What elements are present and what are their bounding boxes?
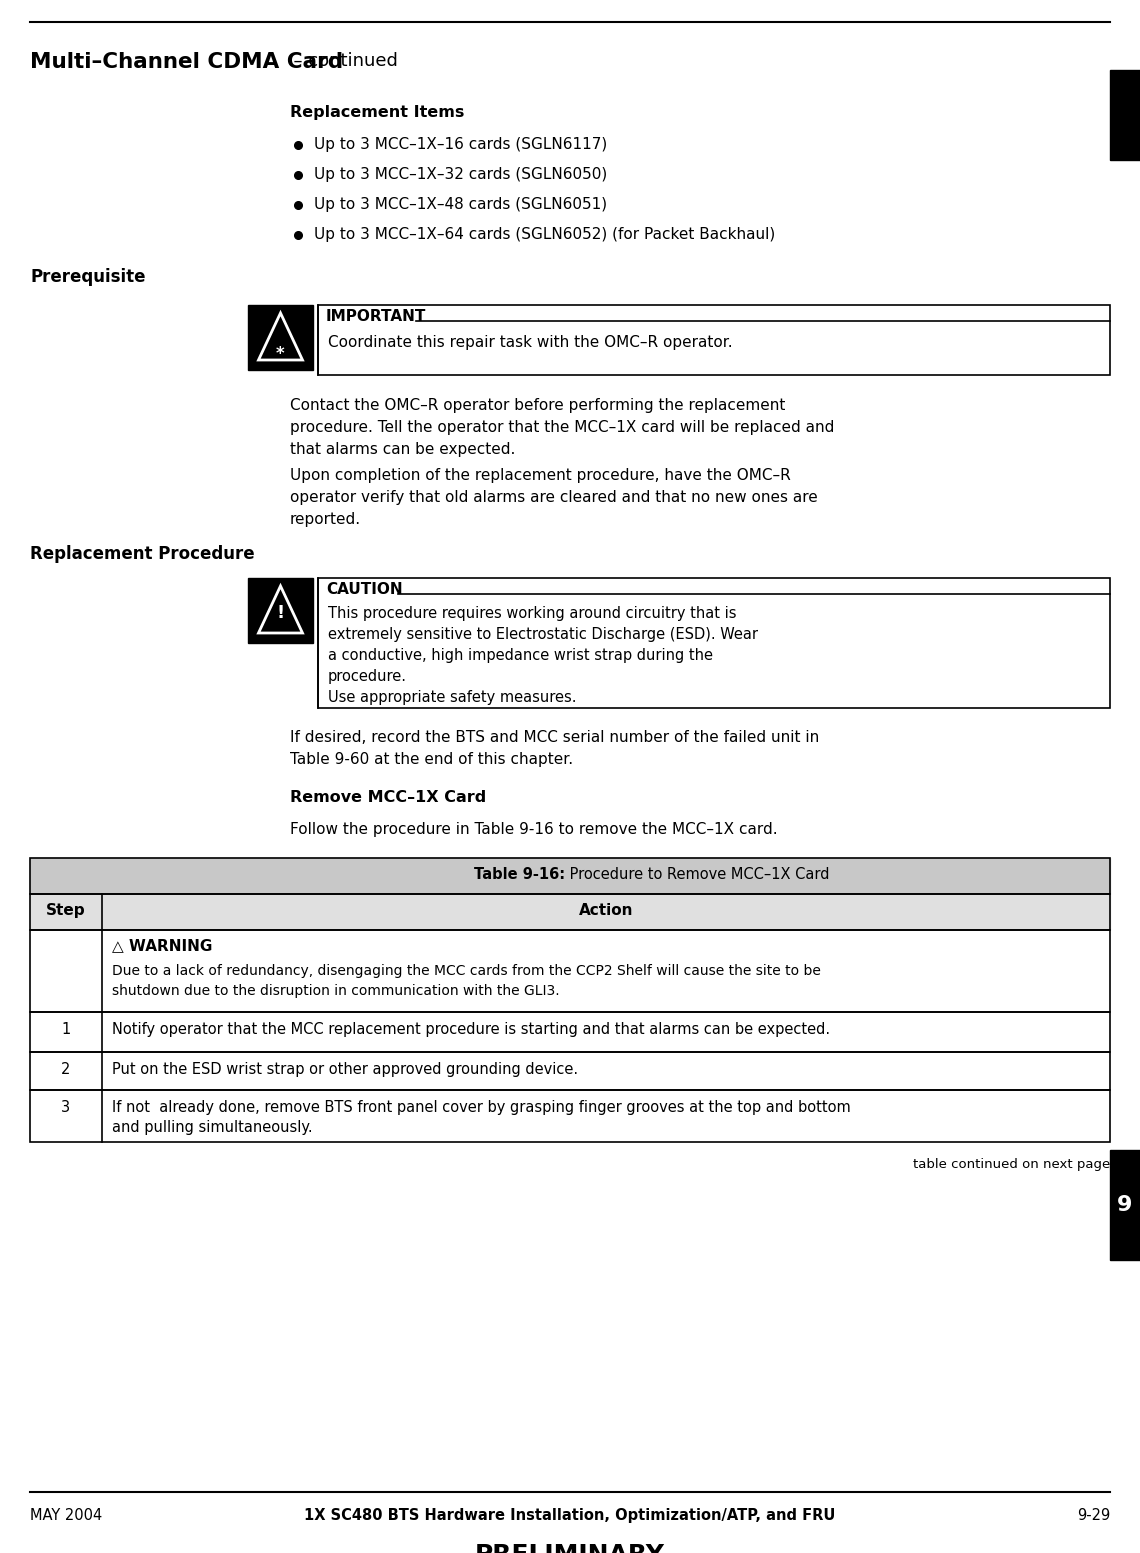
Text: Due to a lack of redundancy, disengaging the MCC cards from the CCP2 Shelf will : Due to a lack of redundancy, disengaging… [112,964,821,978]
Text: Contact the OMC–R operator before performing the replacement: Contact the OMC–R operator before perfor… [290,398,785,413]
Bar [30,930,1110,1013]
Text: that alarms can be expected.: that alarms can be expected. [290,443,515,457]
Bar [30,895,1110,930]
Text: Put on the ESD wrist strap or other approved grounding device.: Put on the ESD wrist strap or other appr… [112,1062,578,1076]
Text: Multi–Channel CDMA Card: Multi–Channel CDMA Card [30,51,343,71]
Bar [249,304,314,370]
Text: Follow the procedure in Table 9-16 to remove the MCC–1X card.: Follow the procedure in Table 9-16 to re… [290,822,777,837]
Text: operator verify that old alarms are cleared and that no new ones are: operator verify that old alarms are clea… [290,491,817,505]
Text: Action: Action [579,902,633,918]
Text: Up to 3 MCC–1X–64 cards (SGLN6052) (for Packet Backhaul): Up to 3 MCC–1X–64 cards (SGLN6052) (for … [314,227,775,242]
Text: Notify operator that the MCC replacement procedure is starting and that alarms c: Notify operator that the MCC replacement… [112,1022,830,1037]
Bar [30,1013,1110,1051]
Bar [30,1013,1110,1051]
Text: shutdown due to the disruption in communication with the GLI3.: shutdown due to the disruption in commun… [112,985,560,999]
Text: Table 9-16:: Table 9-16: [474,867,565,882]
Text: PRELIMINARY: PRELIMINARY [475,1544,665,1553]
Text: Up to 3 MCC–1X–32 cards (SGLN6050): Up to 3 MCC–1X–32 cards (SGLN6050) [314,168,608,182]
Text: 9-29: 9-29 [1077,1508,1110,1523]
Text: 3: 3 [62,1100,71,1115]
Text: IMPORTANT: IMPORTANT [326,309,426,325]
Text: procedure. Tell the operator that the MCC–1X card will be replaced and: procedure. Tell the operator that the MC… [290,419,834,435]
Bar [30,1090,1110,1141]
Text: reported.: reported. [290,512,361,526]
Text: Step: Step [47,902,86,918]
Text: Table 9-60 at the end of this chapter.: Table 9-60 at the end of this chapter. [290,752,573,767]
Text: This procedure requires working around circuitry that is: This procedure requires working around c… [328,606,736,621]
Bar [249,578,314,643]
Text: a conductive, high impedance wrist strap during the: a conductive, high impedance wrist strap… [328,648,712,663]
Text: Up to 3 MCC–1X–16 cards (SGLN6117): Up to 3 MCC–1X–16 cards (SGLN6117) [314,137,608,152]
Text: 1: 1 [62,1022,71,1037]
Text: procedure.: procedure. [328,669,407,683]
Text: Replacement Procedure: Replacement Procedure [30,545,254,564]
Bar [318,304,1110,374]
Text: table continued on next page: table continued on next page [913,1159,1110,1171]
Text: *: * [276,345,285,363]
Bar [30,1090,1110,1141]
Bar [30,1051,1110,1090]
Text: !: ! [276,604,285,623]
Text: 1X SC480 BTS Hardware Installation, Optimization/ATP, and FRU: 1X SC480 BTS Hardware Installation, Opti… [304,1508,836,1523]
Text: CAUTION: CAUTION [326,582,402,596]
Text: Upon completion of the replacement procedure, have the OMC–R: Upon completion of the replacement proce… [290,467,791,483]
Bar [30,857,1110,895]
Text: Prerequisite: Prerequisite [30,269,146,286]
Bar [30,930,1110,1013]
Text: Procedure to Remove MCC–1X Card: Procedure to Remove MCC–1X Card [565,867,830,882]
Text: – continued: – continued [282,51,398,70]
Bar [1110,70,1140,160]
Text: MAY 2004: MAY 2004 [30,1508,103,1523]
Text: extremely sensitive to Electrostatic Discharge (ESD). Wear: extremely sensitive to Electrostatic Dis… [328,627,758,641]
Text: 2: 2 [62,1062,71,1076]
Text: If not  already done, remove BTS front panel cover by grasping finger grooves at: If not already done, remove BTS front pa… [112,1100,850,1115]
Text: and pulling simultaneously.: and pulling simultaneously. [112,1120,312,1135]
Text: Remove MCC–1X Card: Remove MCC–1X Card [290,790,487,804]
Text: Use appropriate safety measures.: Use appropriate safety measures. [328,690,577,705]
Text: △ WARNING: △ WARNING [112,938,212,954]
Text: 9: 9 [1117,1194,1133,1214]
Text: If desired, record the BTS and MCC serial number of the failed unit in: If desired, record the BTS and MCC seria… [290,730,820,745]
Bar [30,1051,1110,1090]
Bar [318,578,1110,708]
Text: Replacement Items: Replacement Items [290,106,464,120]
Text: Coordinate this repair task with the OMC–R operator.: Coordinate this repair task with the OMC… [328,335,733,349]
Text: Up to 3 MCC–1X–48 cards (SGLN6051): Up to 3 MCC–1X–48 cards (SGLN6051) [314,197,608,213]
Bar [30,895,1110,930]
Bar [1110,1151,1140,1259]
Bar [30,857,1110,895]
